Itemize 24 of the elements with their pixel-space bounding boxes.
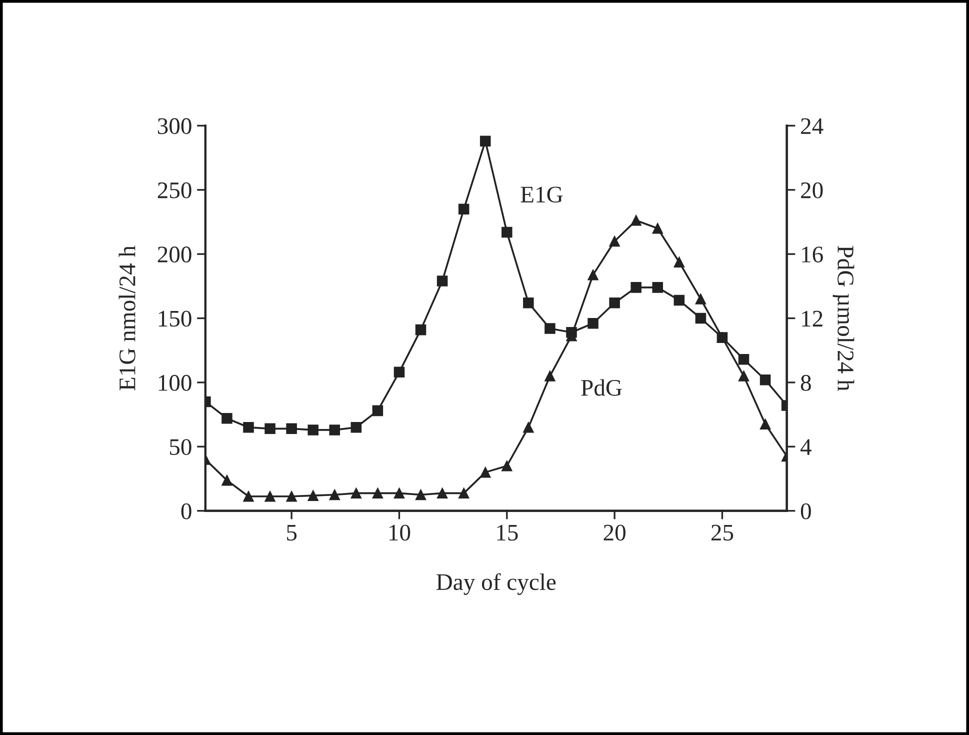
- y-tick-label: 150: [158, 310, 192, 327]
- y2-tick-label: 12: [802, 310, 822, 326]
- series-label: PdG: [581, 379, 622, 396]
- y-tick-label: 300: [158, 118, 192, 134]
- y2-tick-label: 8: [800, 374, 811, 391]
- series-label: E1G: [520, 186, 563, 203]
- x-axis-title: Day of cycle: [436, 573, 556, 595]
- y2-tick-label: 4: [800, 439, 812, 455]
- x-tick-label: 15: [497, 524, 518, 541]
- y2-tick-label: 24: [801, 118, 824, 134]
- y-tick-label: 200: [158, 246, 192, 262]
- y-tick-label: 50: [170, 439, 192, 456]
- x-tick-label: 10: [390, 524, 410, 541]
- x-tick-label: 20: [604, 524, 626, 541]
- x-tick-label: 25: [711, 524, 734, 541]
- y2-tick-label: 16: [802, 246, 823, 262]
- y-axis-title: E1G nmol/24 h: [118, 246, 136, 390]
- y-tick-label: 250: [158, 182, 192, 198]
- y2-tick-label: 20: [801, 182, 823, 198]
- x-tick-label: 5: [287, 524, 297, 541]
- y-tick-label: 100: [158, 374, 192, 391]
- y2-axis-title: PdG µmol/24 h: [832, 246, 854, 391]
- y2-tick-label: 0: [800, 503, 811, 520]
- y-tick-label: 0: [181, 503, 192, 520]
